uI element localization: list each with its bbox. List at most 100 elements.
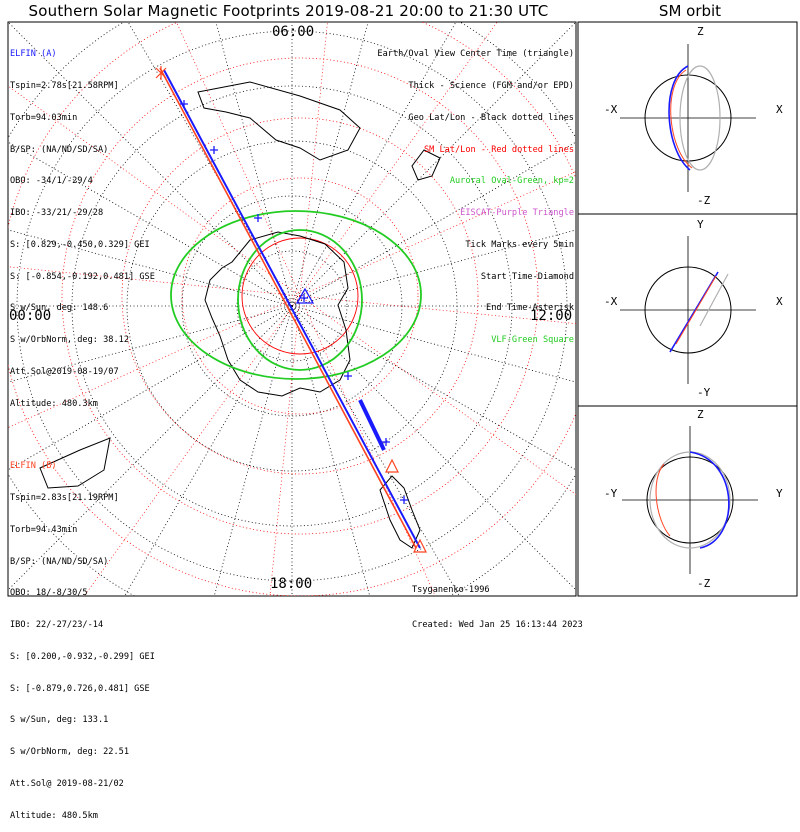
- sm2-right-label: X: [776, 295, 783, 308]
- sm-lon-line: [176, 22, 301, 297]
- sm-lon-line: [8, 295, 301, 429]
- sm3-bottom-label: -Z: [697, 577, 711, 590]
- legend-entry: VLF-Green Square: [491, 335, 574, 346]
- sm1-top-label: Z: [697, 25, 704, 38]
- coastline-australia: [197, 81, 361, 161]
- geo-lon-line: [291, 229, 576, 307]
- sm-lon-line: [299, 295, 576, 495]
- sm2-top-label: Y: [697, 218, 704, 231]
- probe-a-line: Altitude: 480.3km: [10, 398, 98, 409]
- legend-entry: End Time-Asterisk: [486, 303, 574, 314]
- probe-a-line: Torb=94.03min: [10, 112, 78, 123]
- sm1-orbit-a: [668, 65, 691, 171]
- sm-lat-circle: [181, 177, 419, 415]
- probe-b-line: OBO: 18/-8/30/5: [10, 588, 88, 599]
- probe-b-triangle: [385, 458, 399, 473]
- lt-label-bottom: 18:00: [270, 576, 313, 592]
- probe-a-line: S: [0.829,-0.450,0.329] GEI: [10, 239, 150, 250]
- track-probe-a-science: [358, 399, 386, 451]
- geo-lon-line: [213, 305, 293, 596]
- tick-mark: [300, 294, 308, 302]
- coastline-africa: [39, 437, 111, 489]
- sm-lat-circle: [121, 117, 479, 475]
- geo-lon-line: [8, 22, 293, 307]
- track-probe-b: [159, 67, 417, 549]
- probe-b-line: Altitude: 480.5km: [10, 810, 98, 821]
- probe-a-line: OBO: -34/1/-29/4: [10, 176, 93, 187]
- sm3-orbit-b: [655, 463, 671, 537]
- sm2-bottom-label: -Y: [697, 386, 711, 399]
- coastline-new-zealand: [411, 149, 441, 181]
- probe-b-end-triangle: [413, 538, 427, 553]
- coastline-antarctica: [204, 231, 351, 397]
- geo-lon-line: [291, 22, 576, 307]
- sm-lat-circle: [61, 57, 539, 535]
- legend-entry: Auroral Oval-Green, kp=2: [449, 176, 574, 187]
- end-asterisk: [155, 66, 167, 80]
- tick-mark: [254, 214, 262, 222]
- sm-lon-line: [299, 22, 328, 297]
- probe-a-line: B/SP: (NA/ND/SD/SA): [10, 144, 109, 155]
- coastline-south-america: [379, 475, 421, 549]
- probe-b-name: ELFIN (B): [10, 461, 57, 472]
- credit-created: Created: Wed Jan 25 16:13:44 2023: [412, 619, 583, 630]
- probe-a-line: Tspin=2.78s[21.58RPM]: [10, 80, 119, 91]
- legend-entry: Thick - Science (FGM and/or EPD): [408, 80, 574, 91]
- legend-entry: SM Lat/Lon - Red dotted lines: [423, 144, 574, 155]
- auroral-oval-inner: [237, 229, 363, 371]
- sm-panel-frame-3: [577, 405, 798, 597]
- probe-a-line: IBO: -33/21/-29/28: [10, 208, 104, 219]
- sm1-bottom-label: -Z: [697, 194, 711, 207]
- geo-lon-line: [8, 229, 293, 307]
- geo-lon-line: [291, 305, 576, 471]
- sm-panel-2: [620, 236, 756, 384]
- geo-lon-line: [291, 305, 576, 383]
- geo-lon-line: [291, 305, 460, 596]
- tick-mark: [210, 146, 218, 154]
- sm-lon-line: [8, 85, 301, 297]
- sm-orbit-title: SM orbit: [658, 2, 722, 20]
- sm2-orbit-b: [675, 275, 717, 345]
- legend: Earth/Oval View Center Time (triangle) T…: [377, 28, 574, 356]
- sm1-orbit-b: [670, 69, 693, 169]
- sm-lon-line: [299, 171, 576, 297]
- tick-mark: [400, 496, 408, 504]
- sm-lon-line: [299, 295, 576, 325]
- geo-lat-circle: [236, 250, 348, 362]
- sm-lon-line: [269, 295, 301, 596]
- probe-b-line: IBO: 22/-27/23/-14: [10, 620, 104, 631]
- geo-lon-line: [8, 305, 293, 471]
- legend-entry: Start Time-Diamond: [480, 271, 574, 282]
- lt-label-top: 06:00: [272, 24, 315, 40]
- tick-mark: [180, 100, 188, 108]
- geo-lon-line: [215, 22, 293, 307]
- sm1-left-label: -X: [604, 103, 618, 116]
- polar-map: [7, 21, 798, 597]
- probe-b-line: Tspin=2.83s[21.19RPM]: [10, 492, 119, 503]
- geo-lon-line: [291, 305, 576, 591]
- probe-a-line: S w/OrbNorm, deg: 38.12: [10, 335, 129, 346]
- sm-lon-line: [8, 266, 301, 297]
- geo-lon-line: [8, 305, 293, 591]
- geo-lon-line: [291, 22, 369, 307]
- geo-lon-line: [8, 141, 293, 307]
- sm3-orbit-a: [689, 451, 730, 549]
- sm3-right-label: Y: [776, 487, 783, 500]
- sm1-right-label: X: [776, 103, 783, 116]
- probe-a-line: S: [-0.854,-0.192,0.481] GSE: [10, 271, 155, 282]
- legend-entry: Earth/Oval View Center Time (triangle): [377, 49, 574, 60]
- probe-a-info: ELFIN (A) Tspin=2.78s[21.58RPM] Torb=94.…: [10, 28, 155, 420]
- probe-b-info: ELFIN (B) Tspin=2.83s[21.19RPM] Torb=94.…: [10, 440, 155, 832]
- probe-b-line: S: [0.200,-0.932,-0.299] GEI: [10, 651, 155, 662]
- geo-lon-line: [291, 305, 371, 596]
- geo-lon-line: [124, 305, 293, 596]
- auroral-oval-outer: [170, 210, 422, 380]
- sm-lon-line: [299, 295, 436, 596]
- tick-mark: [382, 438, 390, 446]
- sm-panel-3: [622, 426, 758, 574]
- probe-b-line: S w/Sun, deg: 133.1: [10, 715, 109, 726]
- view-center-triangle: [295, 287, 315, 304]
- probe-a-name: ELFIN (A): [10, 49, 57, 60]
- probe-b-line: Torb=94.43min: [10, 524, 78, 535]
- sm2-left-label: -X: [604, 295, 618, 308]
